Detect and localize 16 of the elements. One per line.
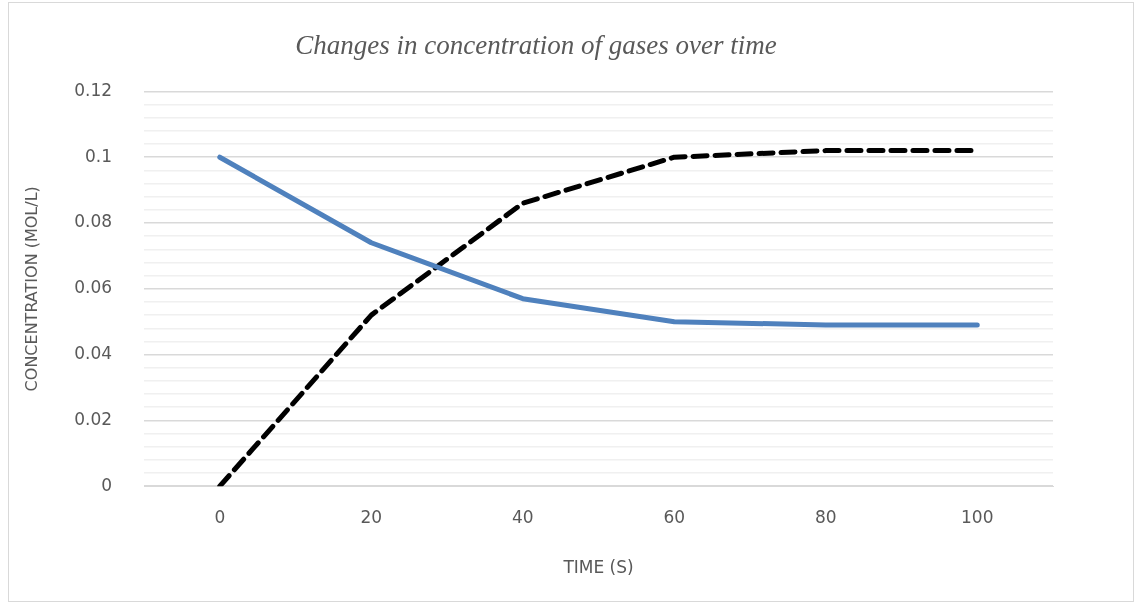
x-tick-label: 60 <box>663 506 686 527</box>
x-tick-label: 40 <box>511 506 534 527</box>
y-tick-label: 0 <box>101 474 113 495</box>
y-tick-label: 0.12 <box>74 79 113 100</box>
x-tick-label: 100 <box>961 506 994 527</box>
y-tick-label: 0.08 <box>74 211 113 232</box>
chart-title: Changes in concentration of gases over time <box>295 30 777 61</box>
y-axis-title: CONCENTRATION (MOL/L) <box>21 186 41 392</box>
x-tick-label: 0 <box>214 506 226 527</box>
x-axis-title: TIME (S) <box>562 557 634 578</box>
y-tick-label: 0.06 <box>74 277 113 298</box>
x-tick-label: 80 <box>814 506 837 527</box>
y-tick-label: 0.04 <box>74 343 113 364</box>
y-tick-label: 0.02 <box>74 408 113 429</box>
y-tick-label: 0.1 <box>85 145 113 166</box>
x-tick-label: 20 <box>360 506 383 527</box>
